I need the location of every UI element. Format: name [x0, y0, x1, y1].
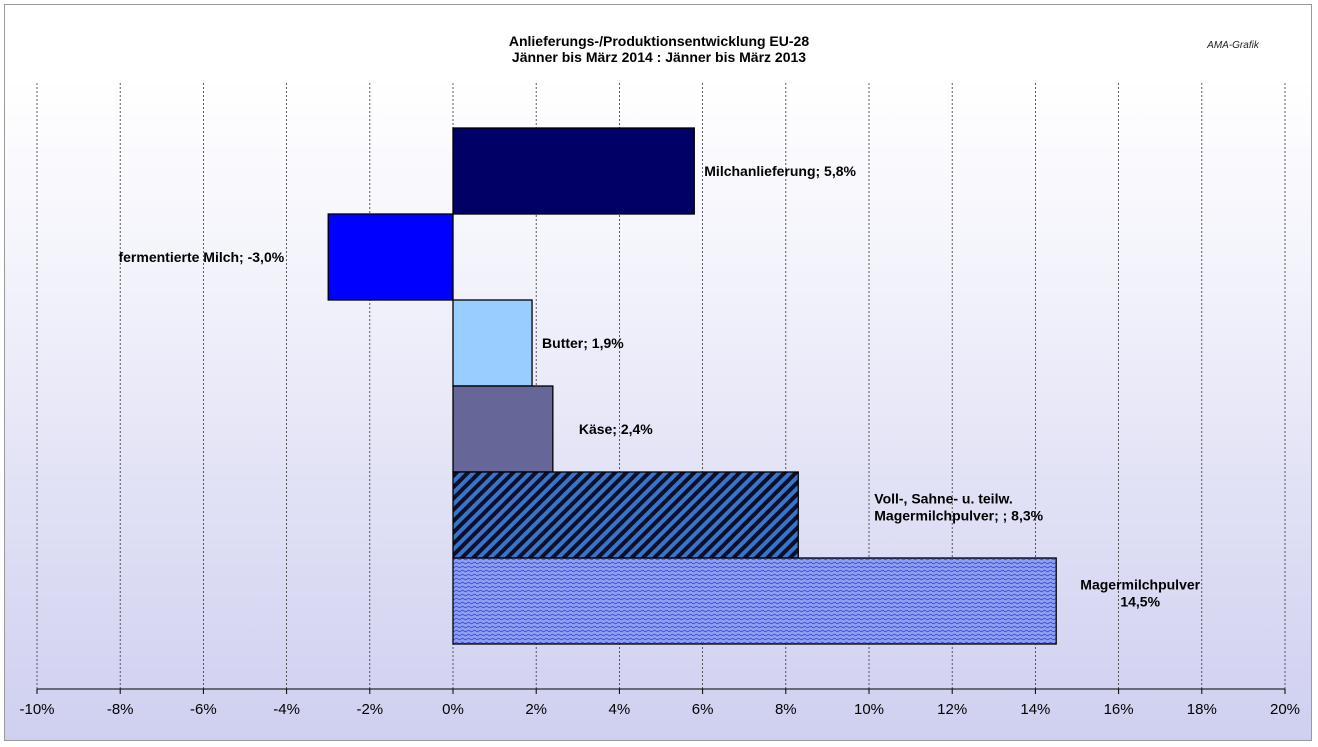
bar-magermilchpulver: [452, 557, 1057, 645]
bar-chart: Anlieferungs-/Produktionsentwicklung EU-…: [19, 33, 1300, 718]
x-tick-label: 16%: [1104, 701, 1134, 718]
bar-käse: [452, 385, 554, 473]
bars: [327, 127, 1057, 645]
x-axis: -10% -8% -6% -4% -2% 0% 2% 4% 6% 8% 10% 12% 14% 16% 18…: [19, 688, 1300, 718]
data-label: Käse; 2,4%: [579, 421, 653, 437]
data-label: Magermilchpulver: [1080, 577, 1200, 593]
x-tick-label: 6%: [692, 701, 714, 718]
x-tick-label: 0%: [442, 701, 464, 718]
bar-fermentierte-milch: [327, 213, 454, 301]
chart-title-line-2: Jänner bis März 2014 : Jänner bis März 2…: [512, 49, 806, 65]
data-label: Magermilchpulver; ; 8,3%: [874, 508, 1043, 524]
chart-title-line-1: Anlieferungs-/Produktionsentwicklung EU-…: [509, 33, 809, 49]
bar-butter: [452, 299, 533, 387]
x-tick-label: 20%: [1270, 701, 1300, 718]
chart-frame: Anlieferungs-/Produktionsentwicklung EU-…: [4, 4, 1312, 741]
x-tick-label: 14%: [1020, 701, 1050, 718]
x-tick-label: -2%: [356, 701, 383, 718]
data-label: Voll-, Sahne- u. teilw.: [874, 491, 1012, 507]
x-tick-label: -4%: [273, 701, 300, 718]
bar-voll-sahne-u-teilw-magermilchpulver: [452, 471, 799, 559]
bar-milchanlieferung: [452, 127, 695, 215]
x-tick-label: 10%: [854, 701, 884, 718]
chart-credit: AMA-Grafik: [1206, 40, 1260, 51]
data-label: Butter; 1,9%: [542, 335, 624, 351]
x-tick-label: 8%: [775, 701, 797, 718]
x-tick-label: -6%: [190, 701, 217, 718]
x-tick-label: 12%: [937, 701, 967, 718]
data-label: Milchanlieferung; 5,8%: [704, 163, 856, 179]
data-label: fermentierte Milch; -3,0%: [118, 249, 284, 265]
x-tick-label: -10%: [19, 701, 54, 718]
data-label: 14,5%: [1120, 594, 1160, 610]
x-tick-label: 4%: [609, 701, 631, 718]
x-tick-label: 18%: [1187, 701, 1217, 718]
data-labels: Milchanlieferung; 5,8% fermentierte Milch…: [118, 163, 1200, 610]
x-tick-label: 2%: [525, 701, 547, 718]
x-tick-label: -8%: [107, 701, 134, 718]
